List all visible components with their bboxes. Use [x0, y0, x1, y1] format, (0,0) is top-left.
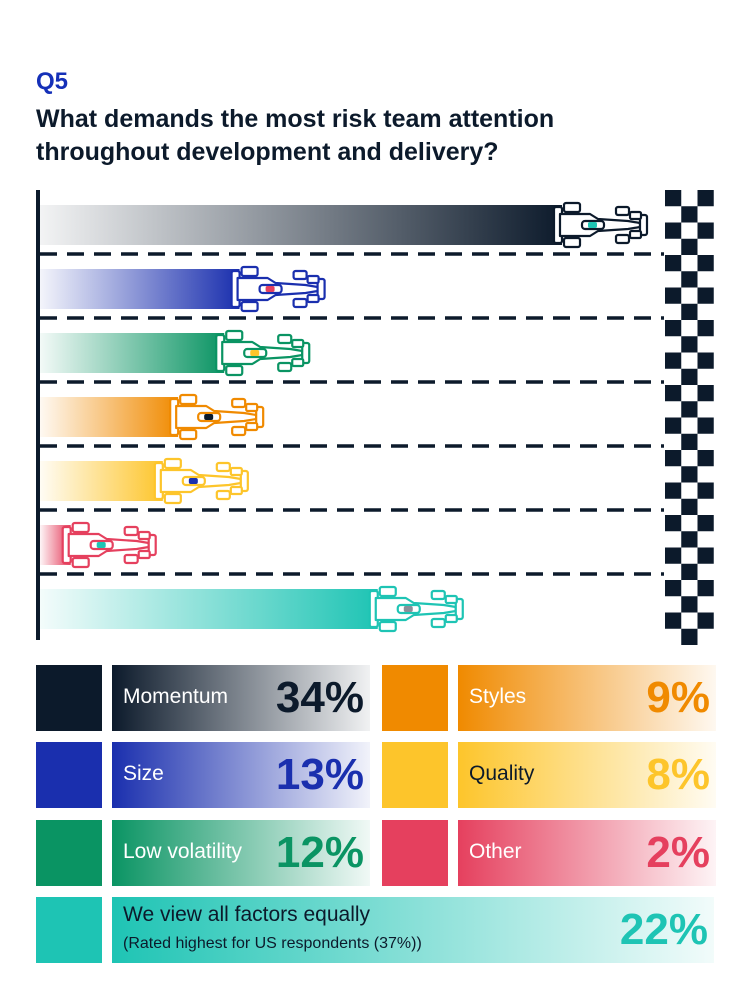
legend-sublabel: (Rated highest for US respondents (37%)) [123, 935, 422, 952]
finish-square [697, 417, 714, 434]
finish-line-checkered-flag [665, 190, 714, 645]
finish-square [681, 303, 698, 320]
legend-label: Size [123, 762, 164, 785]
legend-value: 12% [275, 828, 364, 877]
finish-square [697, 320, 714, 337]
finish-square [665, 190, 682, 207]
finish-square [665, 482, 682, 499]
legend-label: Styles [469, 685, 527, 708]
legend-value: 9% [646, 673, 710, 722]
legend-item-momentum: Momentum 34% [112, 665, 370, 731]
race-track-chart [36, 190, 714, 645]
finish-square [681, 563, 698, 580]
finish-square [681, 271, 698, 288]
finish-square [697, 482, 714, 499]
finish-square [697, 385, 714, 402]
finish-square [665, 417, 682, 434]
finish-square [681, 336, 698, 353]
bar-size [40, 269, 240, 309]
legend-value: 8% [646, 750, 710, 799]
legend-label: Other [469, 840, 522, 863]
legend-swatch-styles [382, 665, 448, 731]
legend-value: 22% [619, 905, 708, 954]
finish-square [681, 498, 698, 515]
finish-square [665, 255, 682, 272]
lane-dividers [40, 252, 664, 576]
race-car-icon [61, 521, 157, 569]
finish-square [681, 238, 698, 255]
finish-square [681, 466, 698, 483]
finish-square [665, 580, 682, 597]
legend-swatch-we-view-all-factors-equally [36, 897, 102, 963]
finish-square [697, 515, 714, 532]
finish-square [665, 222, 682, 239]
race-car-icon [215, 329, 311, 377]
race-car-icon [368, 585, 464, 633]
bar-styles [40, 397, 179, 437]
finish-square [681, 596, 698, 613]
finish-square [697, 255, 714, 272]
bar-we-view-all-factors-equally [40, 589, 378, 629]
bar-quality [40, 461, 163, 501]
legend-label: Momentum [123, 685, 229, 708]
finish-square [697, 450, 714, 467]
question-number: Q5 [36, 68, 69, 95]
finish-square [665, 287, 682, 304]
finish-square [665, 320, 682, 337]
legend-item-size: Size 13% [112, 742, 370, 808]
legend-swatch-quality [382, 742, 448, 808]
finish-square [697, 612, 714, 629]
race-car-icon [169, 393, 265, 441]
bar-low-volatility [40, 333, 225, 373]
finish-square [665, 450, 682, 467]
race-car-icon [153, 457, 249, 505]
legend-item-quality: Quality 8% [458, 742, 716, 808]
finish-square [681, 368, 698, 385]
finish-square [697, 547, 714, 564]
legend-value: 2% [646, 828, 710, 877]
finish-square [665, 547, 682, 564]
legend-swatch-low-volatility [36, 820, 102, 886]
legend-item-low-volatility: Low volatility 12% [112, 820, 370, 886]
finish-square [665, 515, 682, 532]
finish-square [697, 190, 714, 207]
finish-square [697, 287, 714, 304]
finish-square [681, 433, 698, 450]
finish-square [697, 580, 714, 597]
legend-value: 13% [275, 750, 364, 799]
legend-swatch-momentum [36, 665, 102, 731]
race-car-icon [230, 265, 326, 313]
legend-value: 34% [275, 673, 364, 722]
race-car-icon [552, 201, 649, 249]
finish-square [681, 401, 698, 418]
legend-swatch-other [382, 820, 448, 886]
finish-square [665, 612, 682, 629]
finish-square [697, 352, 714, 369]
bar-momentum [40, 205, 562, 245]
legend-item-styles: Styles 9% [458, 665, 716, 731]
legend-label: Low volatility [123, 840, 243, 863]
finish-square [697, 222, 714, 239]
legend-item-other: Other 2% [458, 820, 716, 886]
legend-swatch-size [36, 742, 102, 808]
legend-label: We view all factors equally [123, 903, 371, 926]
finish-square [681, 628, 698, 645]
finish-square [681, 206, 698, 223]
finish-square [665, 385, 682, 402]
legend-item-we-view-all-factors-equally: We view all factors equally (Rated highes… [112, 897, 714, 963]
finish-square [665, 352, 682, 369]
chart-title: What demands the most risk team attentio… [36, 105, 555, 166]
finish-square [681, 531, 698, 548]
legend-label: Quality [469, 762, 535, 785]
